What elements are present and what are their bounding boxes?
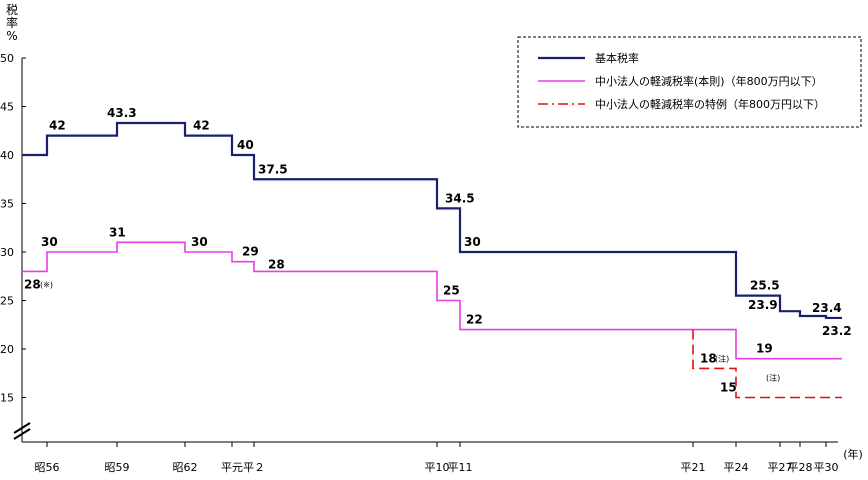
x-tick-label: 平28: [788, 461, 813, 474]
y-axis-label-char: 率: [6, 15, 18, 30]
data-label: 30: [191, 235, 208, 249]
x-tick-label: 平24: [724, 461, 749, 474]
data-label: 15: [720, 381, 737, 395]
data-label: 30: [464, 235, 481, 249]
x-tick-label: 平21: [681, 461, 706, 474]
legend-label: 中小法人の軽減税率(本則)（年800万円以下）: [595, 74, 823, 88]
data-label: 19: [756, 342, 773, 356]
y-tick-label: 35: [0, 198, 14, 211]
data-label: 23.4: [812, 301, 842, 315]
y-axis-label-char: 税: [6, 3, 18, 17]
data-label: 30: [41, 235, 58, 249]
series-line: [692, 329, 842, 399]
data-label: 31: [109, 225, 126, 239]
legend-box: [517, 36, 862, 128]
y-tick-label: 25: [0, 295, 14, 308]
data-label: 28: [24, 277, 41, 291]
annotation-note: (注): [715, 353, 729, 363]
annotation-note: (注): [766, 373, 780, 383]
annotation-note: (※): [40, 280, 53, 289]
data-label: 23.2: [822, 324, 852, 338]
data-label: 37.5: [258, 162, 288, 176]
x-tick-label: 平元: [221, 461, 243, 474]
y-tick-label: 50: [0, 52, 14, 65]
data-label: 23.9: [748, 298, 778, 312]
data-label: 40: [237, 138, 254, 152]
x-tick-label: 平11: [448, 461, 473, 474]
data-label: 25.5: [750, 279, 780, 293]
data-label: 43.3: [107, 106, 137, 120]
y-tick-label: 40: [0, 149, 14, 162]
x-tick-label: 平30: [814, 461, 839, 474]
x-tick-label: 昭62: [173, 461, 198, 474]
x-tick-label: 平27: [768, 461, 793, 474]
data-label: 29: [242, 245, 259, 259]
data-label: 25: [443, 284, 460, 298]
data-label: 22: [466, 313, 483, 327]
data-label: 34.5: [445, 191, 475, 205]
y-axis-label-char: %: [6, 29, 17, 43]
x-tick-label: 平10: [425, 461, 450, 474]
x-axis-label: (年): [843, 447, 863, 461]
legend-label: 中小法人の軽減税率の特例（年800万円以下）: [595, 97, 825, 111]
series-line: [22, 241, 842, 360]
x-tick-label: 平２: [243, 461, 265, 474]
legend-label: 基本税率: [595, 51, 639, 65]
y-tick-label: 15: [0, 392, 14, 405]
data-label: 42: [49, 119, 66, 133]
y-tick-label: 20: [0, 343, 14, 356]
y-tick-label: 30: [0, 246, 14, 259]
axis-break-icon: [13, 422, 31, 440]
series-line: [22, 121, 842, 320]
x-tick-label: 昭56: [35, 461, 60, 474]
data-label: 42: [193, 119, 210, 133]
x-tick-label: 昭59: [105, 461, 130, 474]
y-tick-label: 45: [0, 101, 14, 114]
data-label: 18: [700, 351, 717, 365]
data-label: 28: [268, 257, 285, 271]
